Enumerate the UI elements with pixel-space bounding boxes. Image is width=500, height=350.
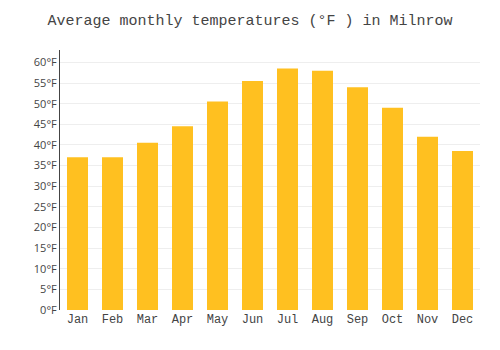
svg-text:60°F: 60°F — [34, 54, 57, 69]
svg-text:55°F: 55°F — [34, 75, 57, 90]
svg-text:Apr: Apr — [172, 313, 194, 327]
svg-text:Feb: Feb — [102, 313, 124, 327]
svg-text:Oct: Oct — [382, 313, 404, 327]
svg-text:40°F: 40°F — [34, 137, 57, 152]
svg-text:35°F: 35°F — [34, 157, 57, 172]
svg-text:10°F: 10°F — [34, 261, 57, 276]
svg-text:Jul: Jul — [277, 313, 299, 327]
svg-text:Dec: Dec — [452, 313, 474, 327]
svg-text:20°F: 20°F — [34, 219, 57, 234]
svg-text:Nov: Nov — [417, 313, 439, 327]
svg-text:45°F: 45°F — [34, 116, 57, 131]
svg-text:50°F: 50°F — [34, 96, 57, 111]
svg-text:Jan: Jan — [67, 313, 89, 327]
svg-text:25°F: 25°F — [34, 199, 57, 214]
svg-text:5°F: 5°F — [40, 281, 57, 296]
svg-text:Aug: Aug — [312, 313, 334, 327]
svg-text:Sep: Sep — [347, 313, 369, 327]
svg-text:Jun: Jun — [242, 313, 264, 327]
svg-text:Mar: Mar — [137, 313, 159, 327]
svg-text:0°F: 0°F — [40, 302, 57, 317]
svg-text:30°F: 30°F — [34, 178, 57, 193]
svg-text:15°F: 15°F — [34, 240, 57, 255]
svg-text:Average monthly temperatures (: Average monthly temperatures (°F ) in Mi… — [47, 13, 452, 30]
svg-text:May: May — [207, 313, 229, 327]
